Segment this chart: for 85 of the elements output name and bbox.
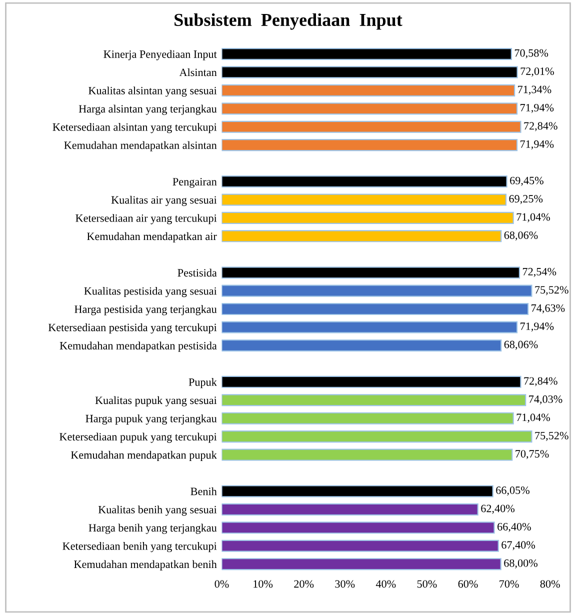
data-label: 71,94%: [520, 140, 554, 150]
data-label: 66,05%: [496, 486, 530, 496]
data-label: 68,00%: [504, 559, 538, 568]
data-label: 71,34%: [518, 86, 552, 95]
x-tick-label: 40%: [376, 580, 396, 588]
y-tick-label: Kualitas pestisida yang sesuai: [84, 286, 217, 298]
data-label: 75,52%: [535, 432, 568, 441]
data-label: 71,94%: [520, 104, 554, 114]
bar: [222, 540, 499, 552]
bar: [222, 212, 514, 224]
y-tick-label: Kemudahan mendapatkan pestisida: [60, 342, 217, 352]
y-tick-label: Pengairan: [172, 178, 217, 188]
data-label: 70,75%: [516, 450, 549, 460]
y-tick-label: Ketersediaan air yang tercukupi: [76, 214, 217, 224]
data-label: 70,58%: [514, 49, 548, 58]
bar: [222, 48, 512, 60]
bar: [222, 84, 516, 96]
bar: [222, 230, 502, 242]
data-label: 71,04%: [516, 213, 550, 222]
data-label: 71,94%: [520, 322, 554, 332]
y-tick-label: Kualitas air yang sesuai: [111, 196, 217, 206]
bar: [222, 412, 514, 424]
bar: [222, 139, 518, 152]
bar: [222, 194, 507, 206]
data-label: 71,04%: [516, 414, 550, 423]
data-label: 74,63%: [532, 304, 565, 314]
y-tick-label: Kemudahan mendapatkan pupuk: [70, 450, 217, 462]
data-label: 72,01%: [520, 67, 554, 77]
y-tick-label: Ketersediaan alsintan yang tercukupi: [52, 123, 217, 134]
y-tick-label: Benih: [190, 487, 217, 496]
bar: [222, 485, 494, 498]
y-tick-label: Ketersediaan pestisida yang tercukupi: [48, 323, 217, 334]
chart-title: Subsistem Penyediaan Input: [174, 13, 402, 30]
y-tick-label: Alsintan: [179, 68, 217, 76]
y-tick-label: Kinerja Penyediaan Input: [104, 50, 217, 60]
x-tick-label: 30%: [335, 580, 355, 588]
bar: [222, 284, 532, 297]
data-label: 75,52%: [535, 286, 568, 296]
x-tick-label: 50%: [417, 580, 437, 588]
y-tick-label: Ketersediaan benih yang tercukupi: [62, 542, 217, 552]
data-label: 69,45%: [510, 176, 544, 186]
bar: [222, 376, 522, 388]
bar: [222, 503, 478, 516]
bar: [222, 522, 495, 534]
y-tick-label: Harga alsintan yang terjangkau: [78, 104, 217, 115]
y-tick-label: Kemudahan mendapatkan alsintan: [64, 141, 217, 152]
y-tick-label: Harga pestisida yang terjangkau: [74, 305, 217, 316]
y-tick-label: Pestisida: [178, 268, 217, 277]
data-label: 68,06%: [504, 340, 538, 350]
bar: [222, 558, 502, 570]
y-tick-label: Kualitas pupuk yang sesuai: [95, 396, 217, 406]
y-tick-label: Kemudahan mendapatkan benih: [74, 560, 217, 570]
y-tick-label: Kualitas benih yang sesuai: [98, 506, 217, 516]
x-tick-label: 70%: [500, 580, 519, 588]
y-tick-label: Kemudahan mendapatkan air: [87, 232, 217, 242]
x-tick-label: 20%: [294, 580, 314, 588]
data-label: 69,25%: [509, 195, 543, 204]
y-tick-label: Kualitas alsintan yang sesuai: [88, 86, 217, 97]
data-label: 72,84%: [524, 122, 558, 132]
data-label: 67,40%: [502, 541, 536, 550]
data-label: 72,84%: [524, 377, 558, 386]
bar: [222, 66, 518, 78]
y-tick-label: Pupuk: [188, 378, 217, 388]
y-tick-label: Harga benih yang terjangkau: [88, 524, 217, 534]
bar: [222, 266, 520, 279]
bar: [222, 448, 513, 461]
x-tick-label: 60%: [458, 580, 478, 588]
x-tick-label: 10%: [254, 580, 273, 588]
data-label: 68,06%: [504, 231, 538, 241]
bar: [222, 430, 532, 443]
data-label: 66,40%: [498, 522, 531, 532]
x-tick-label: 0%: [214, 580, 229, 588]
data-label: 74,03%: [529, 395, 562, 405]
data-label: 62,40%: [481, 504, 515, 514]
bar: [222, 175, 508, 188]
bar: [222, 394, 526, 406]
y-tick-label: Harga pupuk yang terjangkau: [86, 414, 217, 425]
x-tick-label: 80%: [540, 580, 560, 588]
bar: [222, 321, 518, 334]
y-tick-label: Ketersediaan pupuk yang tercukupi: [60, 432, 217, 443]
bar: [222, 102, 518, 115]
bar: [222, 339, 502, 352]
bar: [222, 120, 522, 133]
bar: [222, 303, 529, 316]
data-label: 72,54%: [522, 268, 556, 277]
